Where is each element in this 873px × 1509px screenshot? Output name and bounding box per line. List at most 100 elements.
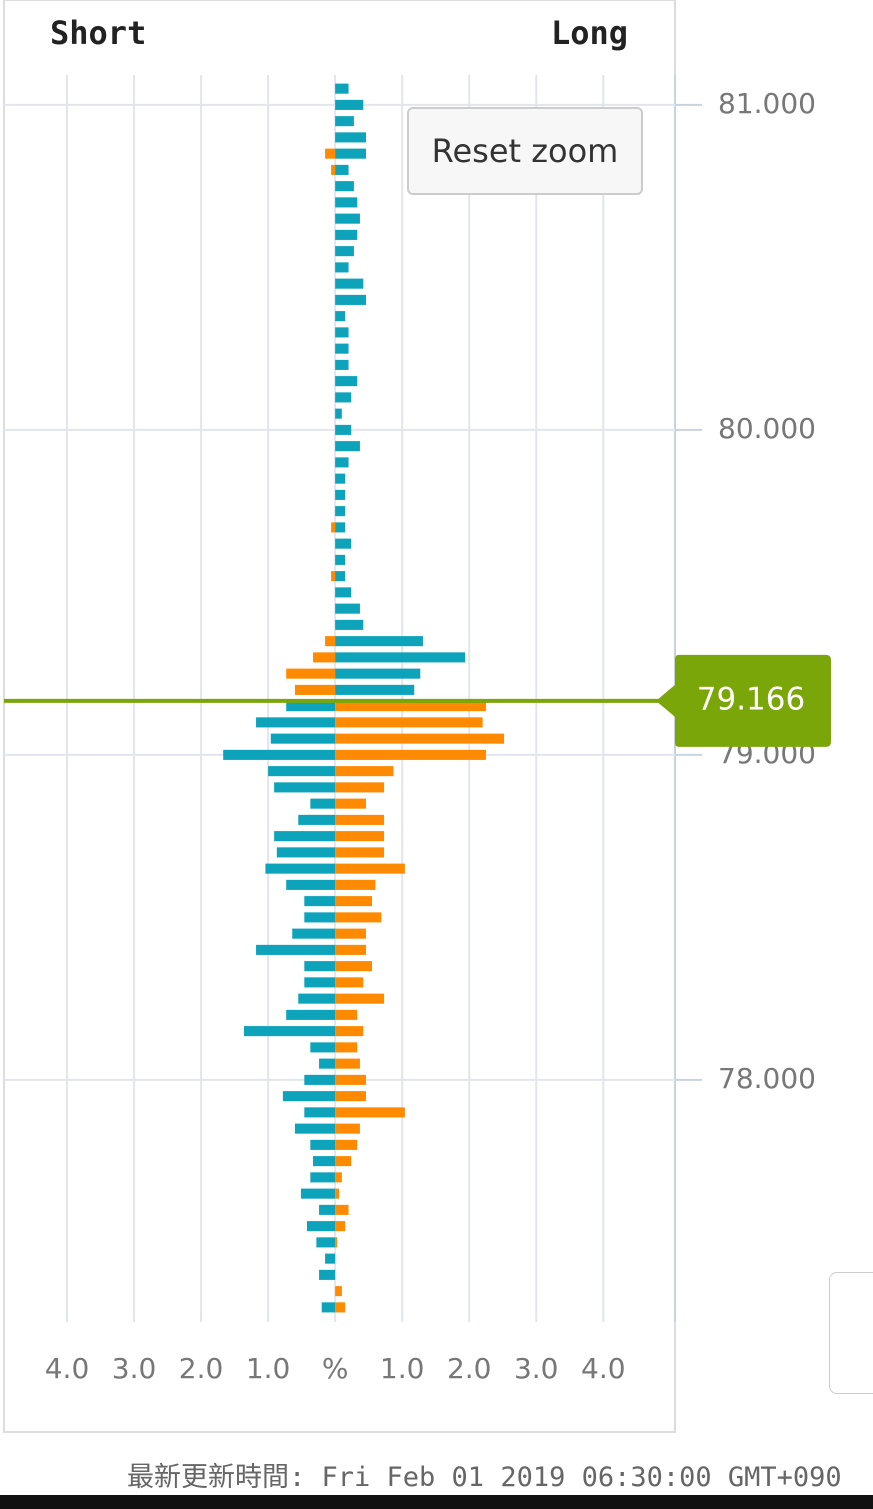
bar [335,376,358,387]
bar [335,1204,349,1215]
bar [335,977,364,988]
bar [304,896,336,907]
bar [321,1302,336,1313]
reset-zoom-button[interactable]: Reset zoom [407,107,643,195]
bar [335,571,346,582]
bar [335,132,366,143]
bar [335,636,423,647]
bar [335,392,352,403]
bar [335,587,352,598]
short-header: Short [50,14,146,52]
bar [310,798,336,809]
bar [335,99,364,110]
bar [335,278,364,289]
bar [335,164,349,175]
bar [304,1107,336,1118]
bar [304,1074,336,1085]
bar [319,1058,336,1069]
bar [335,814,385,825]
bar [265,863,336,874]
bar [294,684,336,695]
bar [335,327,349,338]
bar [335,652,466,663]
bar [335,148,366,159]
current-price-label: 79.166 [697,681,805,717]
bar [335,668,421,679]
bar [335,554,346,565]
bar [335,1058,360,1069]
bar [335,262,349,273]
bar [335,1237,338,1248]
bar [335,831,385,842]
bar [335,1091,366,1102]
bar [325,148,336,159]
bar [268,766,336,777]
bar [304,961,336,972]
x-tick-label: 3.0 [514,1352,559,1385]
bar [286,879,336,890]
bar [331,164,336,175]
bar [335,1009,358,1020]
bar [335,733,505,744]
bar [335,961,373,972]
bar [335,944,366,955]
bar [335,701,486,712]
bar [335,1172,342,1183]
y-tick-label: 78.000 [718,1062,816,1095]
bar [335,782,385,793]
y-tick-label: 80.000 [718,412,816,445]
bar [335,522,346,533]
bar [335,1156,352,1167]
bar [276,847,336,858]
bar [335,441,360,452]
bar [335,246,354,257]
bar [286,668,336,679]
bar [300,1188,336,1199]
bar [335,473,346,484]
bar [335,749,486,760]
long-header: Long [551,14,628,52]
side-button[interactable] [829,1272,873,1394]
bar [335,928,366,939]
bar [335,1139,358,1150]
bar [335,489,346,500]
bar [319,1269,336,1280]
x-tick-label: 2.0 [179,1352,224,1385]
bar [335,1188,340,1199]
bar [325,636,336,647]
x-tick-label: 1.0 [380,1352,425,1385]
bar [310,1042,336,1053]
bar [274,782,336,793]
bar [335,1286,342,1297]
bar [274,831,336,842]
bar [335,181,354,192]
bar [335,408,342,419]
current-price-box [656,654,831,747]
y-tick-label: 81.000 [718,87,816,120]
x-tick-label: 4.0 [581,1352,626,1385]
bar [331,522,336,533]
bar [335,1074,366,1085]
bar [335,798,366,809]
bar [256,944,336,955]
update-time: 最新更新時間: Fri Feb 01 2019 06:30:00 GMT+090 [127,1462,842,1493]
x-tick-label: 3.0 [112,1352,157,1385]
bar [256,717,336,728]
bar [335,197,358,208]
bar [335,1302,346,1313]
bar [335,1042,358,1053]
bar [335,538,352,549]
bar [292,928,336,939]
bar [331,571,336,582]
bar [286,701,336,712]
bar [313,1156,336,1167]
bar [335,1026,364,1037]
bar [335,294,366,305]
bar [335,847,385,858]
bar [243,1026,336,1037]
bar [306,1221,336,1232]
bar [335,603,360,614]
x-tick-label: 1.0 [246,1352,291,1385]
